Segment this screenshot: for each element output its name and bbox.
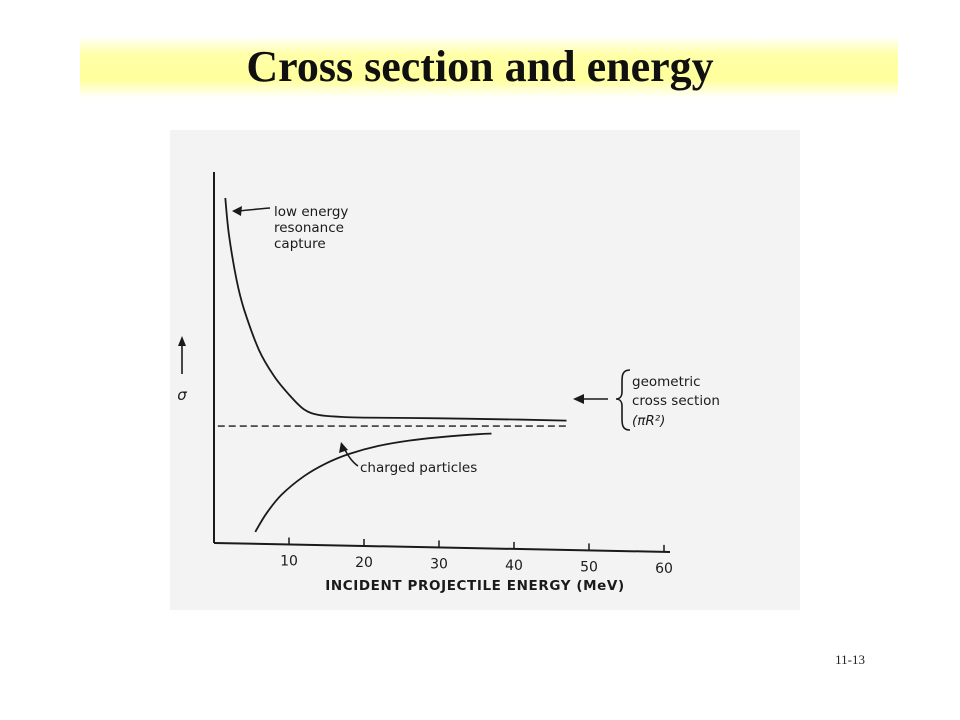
charged-particles-curve [254, 432, 492, 533]
annotations-layer: low energy resonance capture charged par… [232, 204, 720, 476]
low-energy-resonance-curve [224, 197, 567, 422]
geometric-brace [615, 369, 631, 431]
series-layer [217, 197, 567, 533]
axes-layer: σ INCIDENT PROJECTILE ENERGY (MeV) [177, 172, 671, 594]
geometric-label-formula: (πR²) [632, 413, 665, 429]
charged-particles-pointer [343, 447, 359, 467]
low-energy-pointer [237, 207, 271, 212]
x-tick-label: 40 [505, 558, 523, 574]
x-tick-label: 10 [280, 553, 298, 569]
x-axis-line [213, 542, 671, 553]
ticks-layer: 10 20 30 40 50 60 [280, 537, 673, 577]
y-axis-arrow-head [178, 336, 186, 346]
charged-particles-pointer-head [339, 442, 348, 453]
slide-title: Cross section and energy [246, 42, 714, 91]
geometric-pointer-head [573, 394, 584, 404]
page-number: 11-13 [835, 652, 865, 667]
low-energy-label-line-2: resonance [274, 220, 344, 236]
cross-section-figure: σ INCIDENT PROJECTILE ENERGY (MeV) 10 20 3… [170, 130, 800, 610]
title-highlight-band [80, 36, 898, 98]
geometric-label-line-1: geometric [632, 374, 701, 390]
x-tick-label: 20 [355, 555, 373, 571]
low-energy-label-line-1: low energy [274, 204, 348, 220]
charged-particles-label: charged particles [360, 460, 477, 476]
x-axis-title: INCIDENT PROJECTILE ENERGY (MeV) [325, 578, 625, 594]
y-axis-label: σ [177, 386, 187, 404]
low-energy-pointer-head [232, 206, 242, 216]
x-tick-label: 30 [430, 556, 448, 572]
x-tick-label: 60 [655, 561, 673, 577]
geometric-label-line-2: cross section [632, 393, 720, 409]
x-tick-label: 50 [580, 559, 598, 575]
cross-section-chart: σ INCIDENT PROJECTILE ENERGY (MeV) 10 20 3… [177, 172, 720, 594]
low-energy-label-line-3: capture [274, 236, 326, 252]
